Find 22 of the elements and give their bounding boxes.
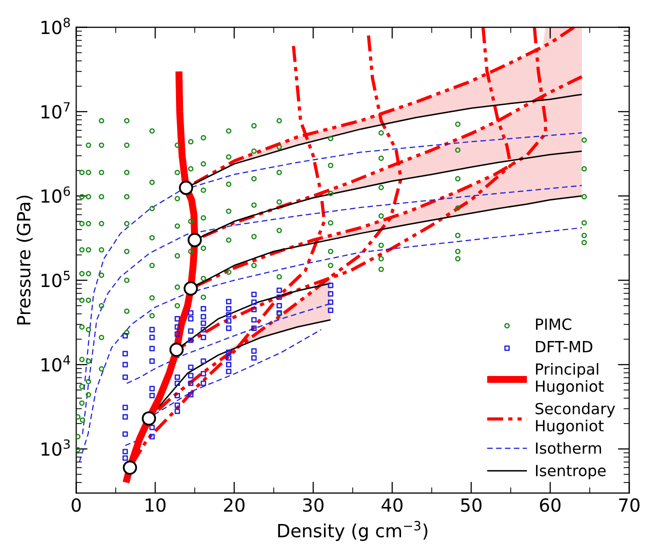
x-tick-label: 60: [540, 498, 560, 512]
legend-label: Principal Hugoniot: [536, 363, 604, 395]
y-tick-label: 10$^{5}$: [42, 270, 70, 288]
y-axis-title: Pressure (GPa): [16, 196, 33, 324]
x-tick-label: 40: [382, 498, 403, 512]
legend-label: Secondary Hugoniot: [536, 402, 615, 434]
x-tick-label: 0: [72, 498, 81, 512]
legend-label: DFT-MD: [536, 341, 592, 352]
x-tick-label: 20: [224, 498, 245, 512]
y-tick-label: 10$^{7}$: [42, 102, 70, 119]
y-tick-label: 10$^{8}$: [42, 18, 70, 34]
legend-label: PIMC: [536, 318, 572, 330]
legend-label: Isentrope: [536, 464, 606, 480]
legend-label: Isotherm: [536, 442, 602, 454]
x-axis-title: Density (g cm$^{−3}$): [278, 520, 428, 541]
x-tick-label: 10: [146, 498, 166, 512]
y-tick-label: 10$^{4}$: [42, 355, 70, 372]
y-tick-label: 10$^{3}$: [42, 439, 70, 456]
x-tick-label: 30: [303, 498, 324, 512]
y-tick-label: 10$^{6}$: [42, 186, 70, 203]
x-tick-label: 50: [461, 498, 482, 512]
x-tick-label: 70: [619, 498, 640, 512]
